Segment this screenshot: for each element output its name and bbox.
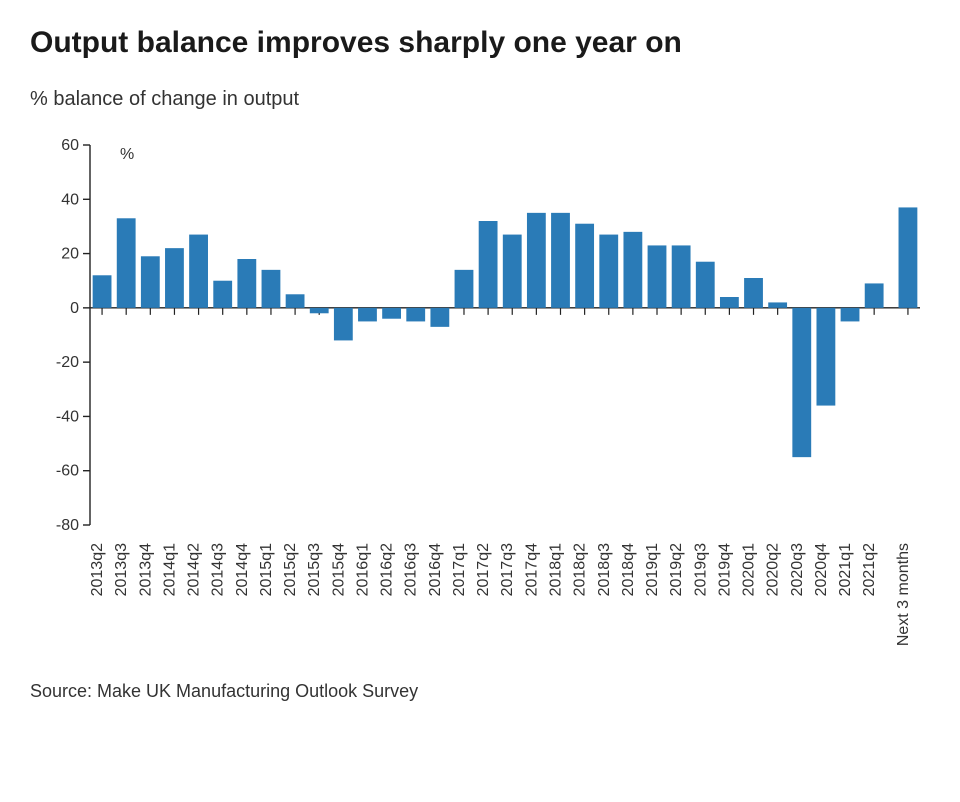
svg-text:-40: -40 [56, 408, 79, 425]
svg-text:2020q3: 2020q3 [789, 543, 806, 596]
svg-text:2013q2: 2013q2 [89, 543, 106, 596]
svg-text:2020q2: 2020q2 [765, 543, 782, 596]
svg-text:2021q2: 2021q2 [861, 543, 878, 596]
svg-text:2016q2: 2016q2 [379, 543, 396, 596]
chart-container: -80 -60 -40 -20 0 20 40 60% 2013q2 2013q3 2013q4 20… [30, 125, 930, 645]
svg-text:2017q1: 2017q1 [451, 543, 468, 596]
svg-text:60: 60 [61, 137, 79, 154]
svg-text:-20: -20 [56, 354, 79, 371]
svg-text:2015q4: 2015q4 [330, 543, 347, 596]
svg-text:2019q2: 2019q2 [668, 543, 685, 596]
svg-text:2014q1: 2014q1 [161, 543, 178, 596]
svg-text:-60: -60 [56, 463, 79, 480]
svg-text:2018q2: 2018q2 [572, 543, 589, 596]
chart-subtitle: % balance of change in output [30, 88, 930, 111]
svg-text:2014q3: 2014q3 [210, 543, 227, 596]
bar-chart: -80 -60 -40 -20 0 20 40 60% 2013q2 2013q3 2013q4 20… [30, 125, 930, 645]
svg-text:2020q4: 2020q4 [813, 543, 830, 596]
svg-text:2019q3: 2019q3 [692, 543, 709, 596]
svg-text:Next 3 months: Next 3 months [895, 543, 912, 645]
svg-text:0: 0 [70, 300, 79, 317]
svg-text:2019q4: 2019q4 [716, 543, 733, 596]
svg-text:2016q1: 2016q1 [354, 543, 371, 596]
svg-text:2020q1: 2020q1 [741, 543, 758, 596]
source-line: Source: Make UK Manufacturing Outlook Su… [30, 681, 930, 702]
svg-text:2015q3: 2015q3 [306, 543, 323, 596]
svg-text:2018q4: 2018q4 [620, 543, 637, 596]
svg-text:2018q1: 2018q1 [547, 543, 564, 596]
svg-text:2016q3: 2016q3 [403, 543, 420, 596]
svg-text:2019q1: 2019q1 [644, 543, 661, 596]
svg-text:2018q3: 2018q3 [596, 543, 613, 596]
svg-text:2014q4: 2014q4 [234, 543, 251, 596]
svg-text:2016q4: 2016q4 [427, 543, 444, 596]
svg-text:20: 20 [61, 246, 79, 263]
svg-text:2014q2: 2014q2 [186, 543, 203, 596]
svg-text:2021q1: 2021q1 [837, 543, 854, 596]
chart-title: Output balance improves sharply one year… [30, 26, 930, 60]
svg-text:2017q2: 2017q2 [475, 543, 492, 596]
page: Output balance improves sharply one year… [0, 0, 960, 802]
svg-text:2013q3: 2013q3 [113, 543, 130, 596]
svg-text:2017q3: 2017q3 [499, 543, 516, 596]
svg-text:40: 40 [61, 191, 79, 208]
svg-text:2017q4: 2017q4 [523, 543, 540, 596]
svg-text:2015q1: 2015q1 [258, 543, 275, 596]
svg-text:-80: -80 [56, 517, 79, 534]
svg-text:2015q2: 2015q2 [282, 543, 299, 596]
svg-text:2013q4: 2013q4 [137, 543, 154, 596]
svg-text:%: % [120, 146, 134, 163]
